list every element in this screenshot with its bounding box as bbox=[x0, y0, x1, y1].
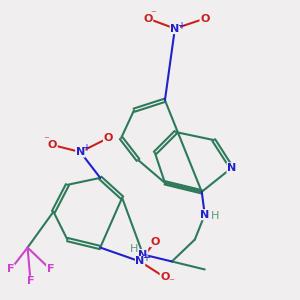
Text: H: H bbox=[211, 211, 219, 221]
Text: N: N bbox=[138, 250, 148, 260]
Text: N: N bbox=[135, 256, 145, 266]
Text: N: N bbox=[227, 163, 236, 173]
Text: H: H bbox=[130, 244, 138, 254]
Text: O: O bbox=[200, 14, 209, 24]
Text: F: F bbox=[7, 264, 14, 274]
Text: +: + bbox=[82, 143, 90, 153]
Text: +: + bbox=[142, 254, 150, 263]
Text: ⁻: ⁻ bbox=[168, 277, 174, 287]
Text: F: F bbox=[47, 264, 54, 274]
Text: N: N bbox=[170, 24, 179, 34]
Text: +: + bbox=[178, 21, 185, 31]
Text: ⁻: ⁻ bbox=[150, 9, 156, 19]
Text: O: O bbox=[143, 14, 153, 24]
Text: ⁻: ⁻ bbox=[43, 136, 49, 146]
Text: N: N bbox=[76, 147, 85, 157]
Text: O: O bbox=[48, 140, 57, 150]
Text: O: O bbox=[150, 237, 160, 247]
Text: O: O bbox=[160, 272, 170, 282]
Text: N: N bbox=[200, 210, 209, 220]
Text: F: F bbox=[27, 276, 34, 286]
Text: O: O bbox=[103, 133, 113, 143]
